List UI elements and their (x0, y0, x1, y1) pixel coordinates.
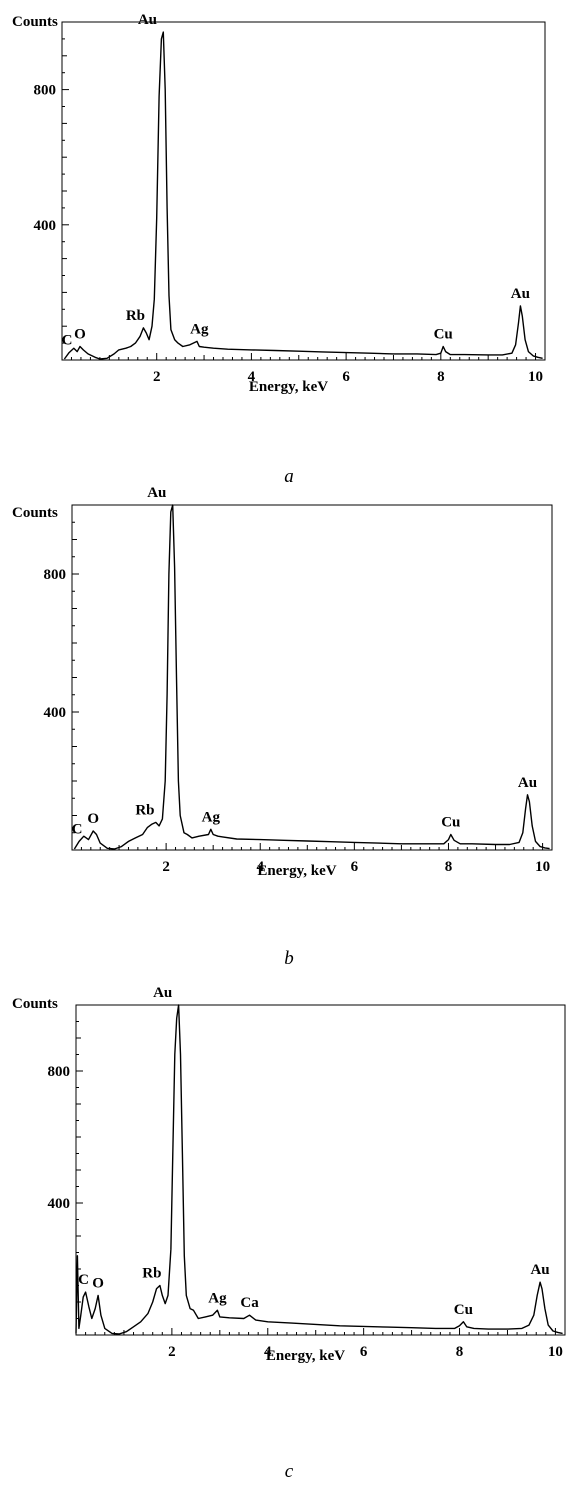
chart-c-y-tick-label-800: 800 (48, 1064, 71, 1080)
chart-b-x-tick-label-10: 10 (535, 859, 550, 875)
chart-a-y-tick-label-800: 800 (34, 83, 57, 99)
chart-c-peak-label-ag-4: Ag (208, 1290, 227, 1306)
chart-c-peak-label-ca-5: Ca (240, 1295, 259, 1311)
chart-b-plot-frame (71, 504, 553, 851)
chart-a-peak-label-c-1: C (62, 333, 73, 349)
chart-b-peak-label-au-0: Au (147, 485, 166, 501)
spectrum-panel-c: 400 800 2 4 6 8 10 Counts Energy, keV Au C O Rb Ag Ca C… (0, 985, 579, 1488)
chart-a-x-tick-label-6: 6 (342, 369, 350, 385)
chart-a-spectrum-line (63, 31, 543, 360)
spectrum-chart-c: 400 800 2 4 6 8 10 Counts Energy, keV Au C O Rb Ag Ca C… (12, 985, 566, 1482)
spectrum-panel-a: 400 800 2 4 6 8 10 Counts Energy, keV Au C O Rb Ag Cu A… (0, 0, 579, 490)
chart-c-panel-caption: c (285, 1461, 294, 1482)
chart-a-y-axis-label: Counts (12, 14, 58, 30)
chart-a-x-axis-label: Energy, keV (249, 379, 328, 395)
chart-b-peak-label-o-2: O (87, 811, 99, 827)
chart-c-x-tick-label-10: 10 (548, 1344, 563, 1360)
chart-c-y-axis-label: Counts (12, 996, 58, 1012)
chart-c-spectrum-line (75, 1004, 563, 1335)
chart-a-x-tick-label-2: 2 (153, 369, 161, 385)
chart-c-x-tick-label-4: 4 (264, 1344, 272, 1360)
spectrum-chart-b: 400 800 2 4 6 8 10 Counts Energy, keV Au CO Rb Ag Cu A… (12, 485, 553, 969)
chart-b-peak-label-rb-3: Rb (135, 802, 154, 818)
chart-b-peak-label-ag-4: Ag (202, 809, 221, 825)
chart-b-peak-label-au-6: Au (518, 775, 537, 791)
chart-b-peak-label-cu-5: Cu (441, 814, 460, 830)
chart-c-plot-frame (75, 1004, 566, 1336)
chart-a-x-tick-label-10: 10 (528, 369, 543, 385)
chart-a-peak-label-rb-3: Rb (126, 308, 145, 324)
chart-b-spectrum-line (73, 504, 550, 850)
chart-b-x-axis-label: Energy, keV (257, 863, 336, 879)
chart-c-peak-label-au-0: Au (153, 985, 172, 1001)
chart-c-x-axis-label: Energy, keV (266, 1348, 345, 1364)
chart-b-peak-label-c-1: C (72, 821, 83, 837)
chart-a-peak-label-au-0: Au (138, 12, 157, 28)
chart-a-peak-label-cu-5: Cu (434, 326, 453, 342)
chart-c-x-tick-label-6: 6 (360, 1344, 368, 1360)
chart-c-peak-label-rb-3: Rb (142, 1266, 161, 1282)
chart-b-panel-caption: b (284, 948, 294, 969)
chart-a-y-tick-label-400: 400 (34, 218, 57, 234)
chart-a-panel-caption: a (284, 466, 294, 487)
chart-a-peak-label-ag-4: Ag (190, 321, 209, 337)
chart-c-peak-label-c-1: C (78, 1272, 89, 1288)
chart-a-x-tick-label-4: 4 (248, 369, 256, 385)
chart-b-y-axis-label: Counts (12, 505, 58, 521)
chart-a-peak-label-o-2: O (74, 326, 86, 342)
chart-c-peak-label-cu-6: Cu (454, 1302, 473, 1318)
chart-c-y-tick-label-400: 400 (48, 1196, 71, 1212)
chart-b-y-tick-label-800: 800 (44, 567, 67, 583)
chart-c-x-tick-label-2: 2 (168, 1344, 176, 1360)
spectrum-chart-a: 400 800 2 4 6 8 10 Counts Energy, keV Au C O Rb Ag Cu A… (12, 12, 546, 487)
chart-b-x-tick-label-4: 4 (256, 859, 264, 875)
chart-a-peak-label-au-6: Au (511, 286, 530, 302)
chart-b-x-tick-label-8: 8 (445, 859, 453, 875)
chart-c-x-tick-label-8: 8 (456, 1344, 464, 1360)
spectrum-panel-b: 400 800 2 4 6 8 10 Counts Energy, keV Au C O Rb Ag Cu A… (0, 485, 579, 980)
chart-b-y-tick-label-400: 400 (44, 705, 67, 721)
chart-c-peak-label-o-2: O (92, 1275, 104, 1291)
chart-b-x-tick-label-2: 2 (162, 859, 170, 875)
chart-c-peak-label-au-7: Au (530, 1262, 549, 1278)
chart-a-x-tick-label-8: 8 (437, 369, 445, 385)
chart-b-x-tick-label-6: 6 (351, 859, 359, 875)
